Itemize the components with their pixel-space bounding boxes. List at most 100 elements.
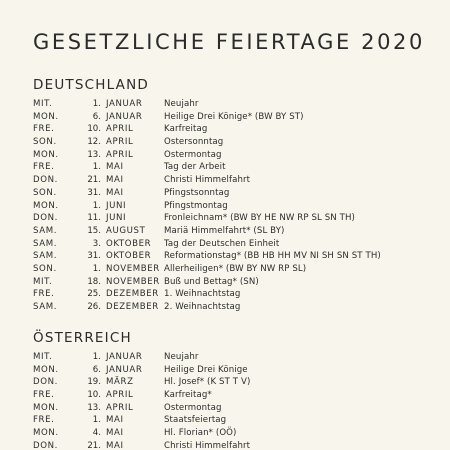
- holiday-month: MAI: [106, 428, 124, 439]
- holiday-row: SAM. 15. AUGUST Mariä Himmelfahrt* (SL BY): [33, 225, 443, 238]
- holiday-day: 31.: [87, 251, 101, 262]
- holiday-weekday: DON.: [33, 377, 58, 388]
- holiday-row: FRE. 1. MAI Staatsfeiertag: [33, 414, 443, 427]
- holiday-month: MÄRZ: [106, 377, 134, 388]
- holiday-day: 21.: [87, 175, 101, 186]
- holiday-month: APRIL: [106, 390, 134, 401]
- holiday-name: Pfingstsonntag: [164, 187, 230, 198]
- holiday-day: 13.: [87, 149, 101, 160]
- holiday-name: Ostermontag: [164, 149, 222, 160]
- holiday-weekday: SAM.: [33, 225, 58, 236]
- holiday-weekday: FRE.: [33, 415, 55, 426]
- holiday-day: 31.: [87, 187, 101, 198]
- holiday-day: 1.: [92, 263, 101, 274]
- holiday-weekday: FRE.: [33, 162, 55, 173]
- holiday-name: Ostermontag: [164, 402, 222, 413]
- holiday-row: DON. 21. MAI Christi Himmelfahrt: [33, 174, 443, 187]
- holiday-weekday: MON.: [33, 111, 59, 122]
- holiday-month: NOVEMBER: [106, 263, 160, 274]
- holiday-name: Staatsfeiertag: [164, 415, 227, 426]
- holiday-day: 18.: [87, 276, 101, 287]
- holiday-row: MON. 1. JUNI Pfingstmontag: [33, 200, 443, 213]
- holiday-day: 1.: [92, 200, 101, 211]
- holiday-row: MON. 13. APRIL Ostermontag: [33, 149, 443, 162]
- holiday-weekday: MON.: [33, 428, 59, 439]
- holiday-row: FRE. 1. MAI Tag der Arbeit: [33, 161, 443, 174]
- holiday-name: Neujahr: [164, 99, 199, 109]
- holiday-name: Heilige Drei Könige* (BW BY ST): [164, 111, 304, 122]
- holiday-day: 3.: [92, 238, 101, 249]
- holiday-row: MIT. 18. NOVEMBER Buß und Bettag* (SN): [33, 276, 443, 289]
- holiday-name: Reformationstag* (BB HB HH MV NI SH SN S…: [164, 251, 381, 262]
- holiday-day: 12.: [87, 137, 101, 148]
- holiday-list: MIT. 1. JANUAR Neujahr MON. 6. JANUAR Heilige D…: [33, 98, 443, 314]
- section-austria: ÖSTERREICH MIT. 1. JANUAR Neujahr MON. 6. JANU…: [33, 328, 443, 450]
- holiday-name: Pfingstmontag: [164, 200, 228, 211]
- holiday-day: 1.: [92, 99, 101, 109]
- holiday-row: DON. 19. MÄRZ Hl. Josef* (K ST T V): [33, 376, 443, 389]
- holiday-name: Hl. Florian* (OÖ): [164, 428, 237, 439]
- section-germany: DEUTSCHLAND MIT. 1. JANUAR Neujahr MON. 6. JAN…: [33, 75, 443, 314]
- holiday-list: MIT. 1. JANUAR Neujahr MON. 6. JANUAR Heilige D…: [33, 351, 443, 450]
- holiday-weekday: MON.: [33, 200, 59, 211]
- holiday-day: 10.: [87, 390, 101, 401]
- holiday-day: 25.: [87, 289, 101, 300]
- holiday-row: MON. 13. APRIL Ostermontag: [33, 402, 443, 415]
- holiday-name: Karfreitag: [164, 124, 208, 135]
- holiday-row: SON. 12. APRIL Ostersonntag: [33, 136, 443, 149]
- holiday-month: JANUAR: [106, 111, 143, 122]
- holiday-month: JUNI: [106, 213, 127, 224]
- holiday-day: 11.: [87, 213, 101, 224]
- holiday-row: FRE. 10. APRIL Karfreitag: [33, 123, 443, 136]
- holiday-day: 26.: [87, 302, 101, 312]
- holiday-weekday: SAM.: [33, 238, 58, 249]
- holiday-month: APRIL: [106, 402, 134, 413]
- holiday-month: DEZEMBER: [106, 289, 159, 300]
- holiday-row: MIT. 1. JANUAR Neujahr: [33, 351, 443, 364]
- holiday-name: Ostersonntag: [164, 137, 224, 148]
- holiday-day: 10.: [87, 124, 101, 135]
- holiday-month: APRIL: [106, 149, 134, 160]
- holiday-month: MAI: [106, 440, 124, 450]
- holiday-month: JANUAR: [106, 352, 143, 362]
- holiday-row: DON. 11. JUNI Fronleichnam* (BW BY HE NW RP…: [33, 212, 443, 225]
- holiday-day: 19.: [87, 377, 101, 388]
- holiday-name: Allerheiligen* (BW BY NW RP SL): [164, 263, 307, 274]
- holiday-month: OKTOBER: [106, 238, 152, 249]
- holiday-weekday: SON.: [33, 187, 57, 198]
- holiday-weekday: MON.: [33, 364, 59, 375]
- holiday-row: SAM. 31. OKTOBER Reformationstag* (BB HB HH…: [33, 250, 443, 263]
- section-title: ÖSTERREICH: [33, 330, 132, 346]
- holiday-row: MON. 6. JANUAR Heilige Drei Könige: [33, 364, 443, 377]
- holiday-row: MIT. 1. JANUAR Neujahr: [33, 98, 443, 111]
- holiday-month: JUNI: [106, 200, 127, 211]
- holiday-name: Heilige Drei Könige: [164, 364, 248, 375]
- holiday-weekday: MIT.: [33, 99, 53, 109]
- holiday-month: APRIL: [106, 137, 134, 148]
- holiday-weekday: FRE.: [33, 289, 55, 300]
- holiday-name: Mariä Himmelfahrt* (SL BY): [164, 225, 285, 236]
- holiday-month: MAI: [106, 415, 124, 426]
- section-title: DEUTSCHLAND: [33, 77, 149, 93]
- holiday-row: MON. 4. MAI Hl. Florian* (OÖ): [33, 427, 443, 440]
- holiday-weekday: SAM.: [33, 302, 58, 312]
- holiday-row: SAM. 3. OKTOBER Tag der Deutschen Einheit: [33, 238, 443, 251]
- holiday-day: 6.: [92, 364, 101, 375]
- holiday-name: Karfreitag*: [164, 390, 212, 401]
- holiday-month: MAI: [106, 162, 124, 173]
- holiday-weekday: MON.: [33, 149, 59, 160]
- holiday-month: NOVEMBER: [106, 276, 160, 287]
- holiday-day: 4.: [92, 428, 101, 439]
- holiday-day: 1.: [92, 352, 101, 362]
- holiday-month: MAI: [106, 175, 124, 186]
- holiday-weekday: FRE.: [33, 124, 55, 135]
- holiday-day: 13.: [87, 402, 101, 413]
- holiday-name: Tag der Deutschen Einheit: [164, 238, 280, 249]
- holiday-name: Fronleichnam* (BW BY HE NW RP SL SN TH): [164, 213, 356, 224]
- holiday-weekday: DON.: [33, 213, 58, 224]
- holiday-row: SON. 31. MAI Pfingstsonntag: [33, 187, 443, 200]
- holiday-day: 6.: [92, 111, 101, 122]
- holiday-weekday: DON.: [33, 440, 58, 450]
- holiday-calendar-page: GESETZLICHE FEIERTAGE 2020 DEUTSCHLAND M…: [33, 0, 443, 450]
- holiday-weekday: MIT.: [33, 276, 53, 287]
